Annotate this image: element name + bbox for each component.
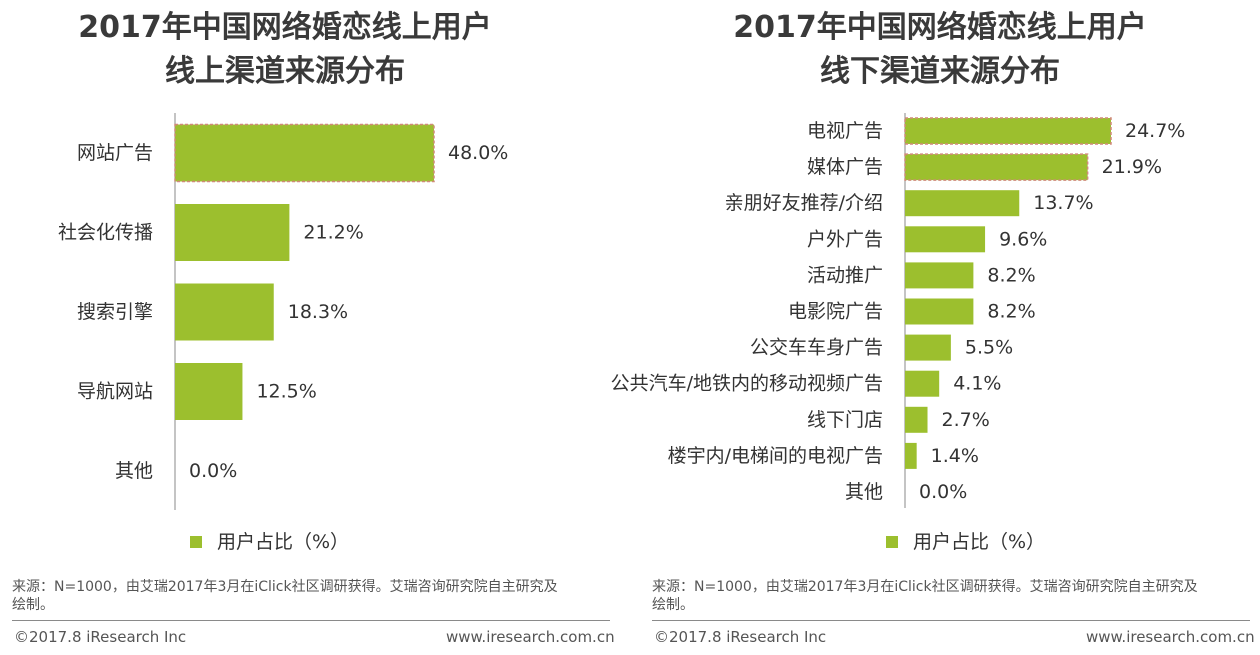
left-category-label-1: 社会化传播: [58, 222, 153, 244]
left-copyright: ©2017.8 iResearch Inc: [14, 628, 187, 646]
left-value-label-4: 0.0%: [189, 460, 237, 482]
left-legend-swatch: [190, 536, 202, 548]
right-category-label-7: 公共汽车/地铁内的移动视频广告: [611, 373, 883, 395]
right-category-label-6: 公交车车身广告: [750, 337, 883, 359]
left-value-label-1: 21.2%: [303, 222, 363, 244]
right-value-label-0: 24.7%: [1125, 120, 1185, 142]
right-value-label-3: 9.6%: [999, 228, 1047, 250]
left-category-label-2: 搜索引擎: [77, 301, 153, 323]
left-legend-label: 用户占比（%）: [217, 531, 350, 553]
right-value-label-8: 2.7%: [942, 409, 990, 431]
right-bar-0: [904, 117, 1112, 145]
right-value-label-5: 8.2%: [987, 301, 1035, 323]
right-value-label-6: 5.5%: [965, 337, 1013, 359]
right-bar-3: [905, 226, 986, 253]
right-bar-4: [905, 262, 974, 289]
right-source-line2: 绘制。: [652, 597, 694, 613]
right-chart-title-line1: 2017年中国网络婚恋线上用户: [733, 10, 1147, 45]
left-bar-2: [175, 283, 274, 341]
right-value-label-10: 0.0%: [919, 481, 967, 503]
right-footer-divider: [652, 620, 1250, 621]
right-category-label-4: 活动推广: [807, 264, 883, 286]
left-chart-title-line1: 2017年中国网络婚恋线上用户: [78, 10, 492, 45]
left-source-line1: 来源：N=1000，由艾瑞2017年3月在iClick社区调研获得。艾瑞咨询研究…: [12, 579, 558, 595]
right-category-label-2: 亲朋好友推荐/介绍: [725, 192, 883, 214]
right-category-label-1: 媒体广告: [807, 156, 883, 178]
right-category-label-5: 电影院广告: [788, 301, 883, 323]
right-category-label-10: 其他: [845, 481, 883, 503]
right-bar-8: [905, 406, 928, 433]
left-chart-title: 2017年中国网络婚恋线上用户 线上渠道来源分布: [40, 6, 530, 94]
left-category-label-4: 其他: [115, 460, 153, 482]
right-value-label-7: 4.1%: [953, 373, 1001, 395]
left-value-label-2: 18.3%: [288, 301, 348, 323]
right-value-label-4: 8.2%: [987, 264, 1035, 286]
right-value-label-2: 13.7%: [1033, 192, 1093, 214]
right-bar-2: [905, 190, 1020, 217]
right-source-note: 来源：N=1000，由艾瑞2017年3月在iClick社区调研获得。艾瑞咨询研究…: [652, 578, 1198, 614]
left-chart-title-line2: 线上渠道来源分布: [165, 54, 405, 89]
left-value-label-0: 48.0%: [448, 142, 508, 164]
right-bar-1: [904, 153, 1089, 181]
right-copyright: ©2017.8 iResearch Inc: [654, 628, 827, 646]
left-source-line2: 绘制。: [12, 597, 54, 613]
left-category-label-3: 导航网站: [77, 381, 153, 403]
right-bar-9: [905, 442, 917, 469]
right-legend-label: 用户占比（%）: [913, 531, 1046, 553]
left-bar-0: [174, 123, 435, 183]
left-bar-1: [175, 204, 290, 261]
right-category-label-0: 电视广告: [807, 120, 883, 142]
left-website: www.iresearch.com.cn: [446, 628, 615, 646]
right-chart-title: 2017年中国网络婚恋线上用户 线下渠道来源分布: [680, 6, 1200, 94]
right-value-label-9: 1.4%: [931, 445, 979, 467]
right-bar-7: [905, 370, 940, 397]
right-value-label-1: 21.9%: [1102, 156, 1162, 178]
right-legend-swatch: [886, 536, 898, 548]
right-category-label-3: 户外广告: [807, 228, 883, 250]
right-source-line1: 来源：N=1000，由艾瑞2017年3月在iClick社区调研获得。艾瑞咨询研究…: [652, 579, 1198, 595]
left-footer-divider: [12, 620, 610, 621]
right-chart-title-line2: 线下渠道来源分布: [820, 54, 1060, 89]
left-value-label-3: 12.5%: [256, 381, 316, 403]
right-bar-5: [905, 298, 974, 325]
left-category-label-0: 网站广告: [77, 142, 153, 164]
right-category-label-8: 线下门店: [807, 409, 883, 431]
right-website: www.iresearch.com.cn: [1086, 628, 1255, 646]
left-bar-3: [175, 363, 243, 420]
right-bar-6: [905, 334, 951, 361]
right-category-label-9: 楼宇内/电梯间的电视广告: [668, 445, 883, 467]
left-source-note: 来源：N=1000，由艾瑞2017年3月在iClick社区调研获得。艾瑞咨询研究…: [12, 578, 558, 614]
